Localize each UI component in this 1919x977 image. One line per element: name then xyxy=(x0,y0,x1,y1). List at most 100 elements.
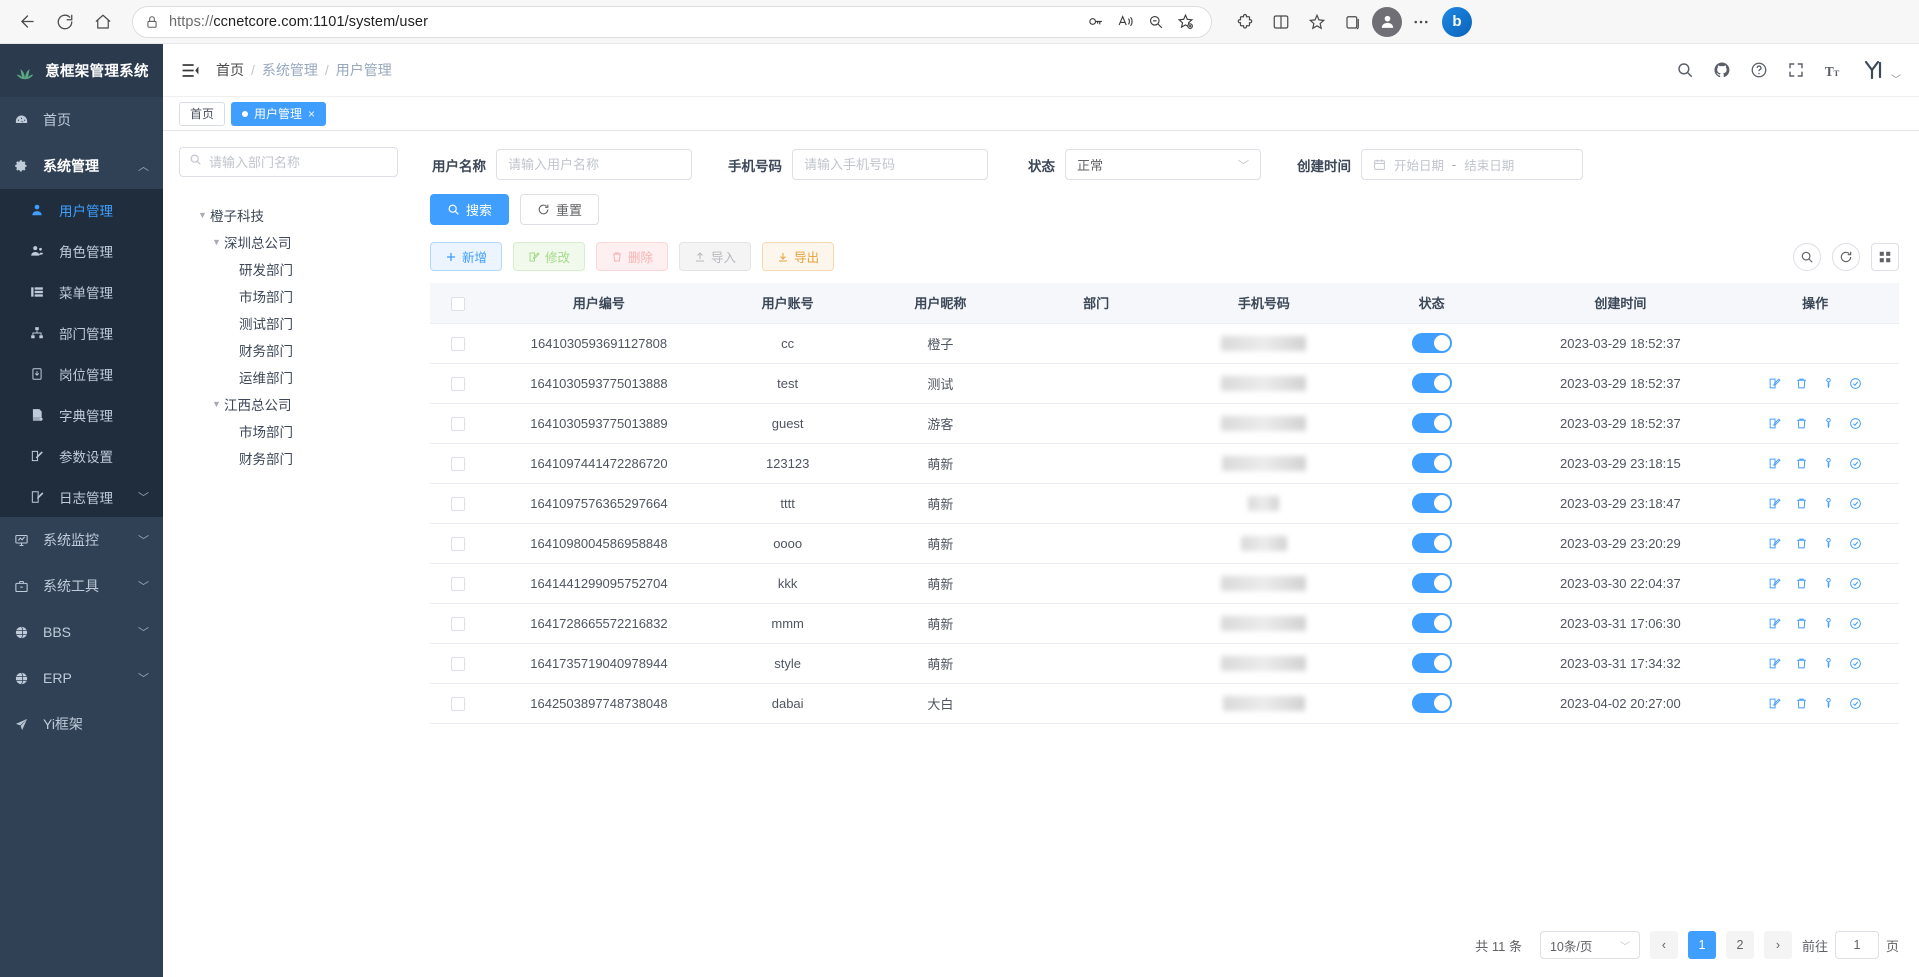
delete-user-button[interactable]: 删除 xyxy=(596,242,669,271)
sidebar-item-dictionary-management[interactable]: 字典管理 xyxy=(0,394,163,435)
collections-icon[interactable] xyxy=(1336,5,1370,39)
add-user-button[interactable]: 新增 xyxy=(430,242,503,271)
tab-home[interactable]: 首页 xyxy=(179,101,226,126)
edit-icon[interactable] xyxy=(1768,457,1781,470)
edit-icon[interactable] xyxy=(1768,417,1781,430)
key-icon[interactable] xyxy=(1822,657,1835,670)
trash-icon[interactable] xyxy=(1795,537,1808,550)
status-toggle[interactable] xyxy=(1411,493,1452,513)
check-circle-icon[interactable] xyxy=(1849,657,1862,670)
cell-status[interactable] xyxy=(1353,403,1510,444)
extensions-icon[interactable] xyxy=(1228,5,1262,39)
brand[interactable]: 意框架管理系统 xyxy=(0,44,163,97)
edit-icon[interactable] xyxy=(1768,497,1781,510)
check-circle-icon[interactable] xyxy=(1849,577,1862,590)
caret-down-icon[interactable]: ▼ xyxy=(212,398,221,409)
key-icon[interactable] xyxy=(1822,697,1835,710)
row-checkbox[interactable] xyxy=(450,696,465,711)
trash-icon[interactable] xyxy=(1795,377,1808,390)
prev-page-button[interactable]: ‹ xyxy=(1649,931,1678,959)
phone-field[interactable] xyxy=(792,149,988,180)
status-toggle[interactable] xyxy=(1411,573,1452,593)
row-checkbox[interactable] xyxy=(450,456,465,471)
trash-icon[interactable] xyxy=(1795,457,1808,470)
address-bar[interactable]: https://ccnetcore.com:1101/system/user xyxy=(132,5,1212,38)
chevron-down-icon[interactable]: ﹀ xyxy=(1891,74,1901,86)
check-circle-icon[interactable] xyxy=(1849,497,1862,510)
cell-status[interactable] xyxy=(1353,443,1510,484)
row-checkbox[interactable] xyxy=(450,616,465,631)
tree-node[interactable]: ▼ 深圳总公司 xyxy=(179,228,398,255)
cell-operations[interactable] xyxy=(1731,563,1899,604)
tree-node[interactable]: 研发部门 xyxy=(179,255,398,282)
key-icon[interactable] xyxy=(1822,457,1835,470)
sidebar-item-yi-framework[interactable]: Yi框架 xyxy=(0,701,163,747)
sidebar-item-system-monitor[interactable]: 系统监控 ﹀ xyxy=(0,517,163,563)
search-button[interactable]: 搜索 xyxy=(430,194,510,225)
chevron-down-icon[interactable]: ﹀ xyxy=(1238,159,1249,172)
page-button-1[interactable]: 1 xyxy=(1687,931,1716,959)
edit-icon[interactable] xyxy=(1768,617,1781,630)
profile-avatar[interactable] xyxy=(1372,6,1402,37)
sidebar-item-home[interactable]: 首页 xyxy=(0,97,163,143)
tab-user-management[interactable]: 用户管理 × xyxy=(231,101,327,126)
cell-status[interactable] xyxy=(1353,563,1510,604)
trash-icon[interactable] xyxy=(1795,417,1808,430)
sidebar-item-param-settings[interactable]: 参数设置 xyxy=(0,435,163,476)
check-circle-icon[interactable] xyxy=(1849,697,1862,710)
status-select[interactable]: 正常 ﹀ xyxy=(1065,149,1261,180)
cell-status[interactable] xyxy=(1353,523,1510,564)
key-icon[interactable] xyxy=(1822,497,1835,510)
collections-star-icon[interactable] xyxy=(1300,5,1334,39)
status-toggle[interactable] xyxy=(1411,693,1452,713)
sidebar-item-log-management[interactable]: 日志管理 ﹀ xyxy=(0,476,163,517)
start-date-placeholder[interactable]: 开始日期 xyxy=(1394,159,1445,173)
cell-operations[interactable] xyxy=(1731,523,1899,564)
trash-icon[interactable] xyxy=(1795,577,1808,590)
tree-node[interactable]: 财务部门 xyxy=(179,444,398,471)
cell-operations[interactable] xyxy=(1731,603,1899,644)
export-users-button[interactable]: 导出 xyxy=(762,242,835,271)
status-toggle[interactable] xyxy=(1411,373,1452,393)
home-icon[interactable] xyxy=(86,5,120,39)
edit-icon[interactable] xyxy=(1768,377,1781,390)
check-circle-icon[interactable] xyxy=(1849,377,1862,390)
sidebar-toggle-icon[interactable] xyxy=(181,61,200,80)
help-icon[interactable] xyxy=(1750,61,1768,79)
cell-operations[interactable] xyxy=(1731,643,1899,684)
back-arrow-icon[interactable] xyxy=(10,5,44,39)
key-icon[interactable] xyxy=(1822,537,1835,550)
check-circle-icon[interactable] xyxy=(1849,537,1862,550)
github-icon[interactable] xyxy=(1713,61,1731,79)
yi-logo-icon[interactable] xyxy=(1862,58,1886,82)
read-aloud-icon[interactable] xyxy=(1111,8,1139,36)
chevron-down-icon[interactable]: ﹀ xyxy=(1619,941,1630,953)
sidebar-item-menu-management[interactable]: 菜单管理 xyxy=(0,271,163,312)
username-input[interactable] xyxy=(508,157,680,172)
row-checkbox[interactable] xyxy=(450,336,465,351)
import-users-button[interactable]: 导入 xyxy=(679,242,752,271)
next-page-button[interactable]: › xyxy=(1763,931,1792,959)
password-key-icon[interactable] xyxy=(1081,8,1109,36)
reset-button[interactable]: 重置 xyxy=(520,194,600,225)
zoom-icon[interactable] xyxy=(1141,8,1169,36)
search-icon[interactable] xyxy=(1676,61,1694,79)
row-checkbox[interactable] xyxy=(450,416,465,431)
cell-status[interactable] xyxy=(1353,363,1510,404)
key-icon[interactable] xyxy=(1822,617,1835,630)
sidebar-item-erp[interactable]: ERP ﹀ xyxy=(0,655,163,701)
tree-node[interactable]: ▼ 橙子科技 xyxy=(179,201,398,228)
caret-down-icon[interactable]: ▼ xyxy=(198,209,207,220)
breadcrumb-item-system[interactable]: 系统管理 xyxy=(261,62,318,78)
edit-user-button[interactable]: 修改 xyxy=(513,242,586,271)
check-circle-icon[interactable] xyxy=(1849,617,1862,630)
dept-search-box[interactable] xyxy=(179,147,398,177)
